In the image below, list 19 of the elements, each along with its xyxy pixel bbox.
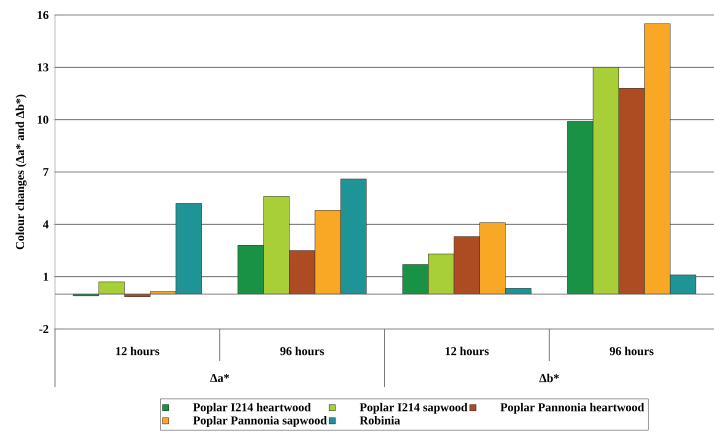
y-axis-title: Colour changes (Δa* and Δb*) <box>16 94 27 250</box>
x-tick-label: 96 hours <box>280 346 324 356</box>
text: Δa* <box>210 374 230 382</box>
text: Δb* <box>539 374 559 382</box>
legend-label: Poplar I214 sapwood <box>360 402 468 414</box>
x-tick-label: 12 hours <box>116 346 160 356</box>
x-tick-label: 12 hours <box>446 346 489 356</box>
y-tick-label: -2 <box>39 325 48 333</box>
y-tick-label: 10 <box>38 116 48 124</box>
y-tick-label: 4 <box>42 220 49 228</box>
legend-label: Robinia <box>360 416 400 424</box>
x-tick-label: 96 hours <box>610 346 654 356</box>
y-tick-label: 7 <box>43 168 49 176</box>
y-tick-label: 1 <box>44 272 48 281</box>
y-tick-label: 13 <box>38 63 48 72</box>
legend-label: Poplar Pannonia sapwood <box>193 416 327 427</box>
legend-label: Poplar I214 heartwood <box>193 402 311 414</box>
legend-label: Poplar Pannonia heartwood <box>500 402 644 414</box>
y-tick-label: 16 <box>38 10 48 20</box>
